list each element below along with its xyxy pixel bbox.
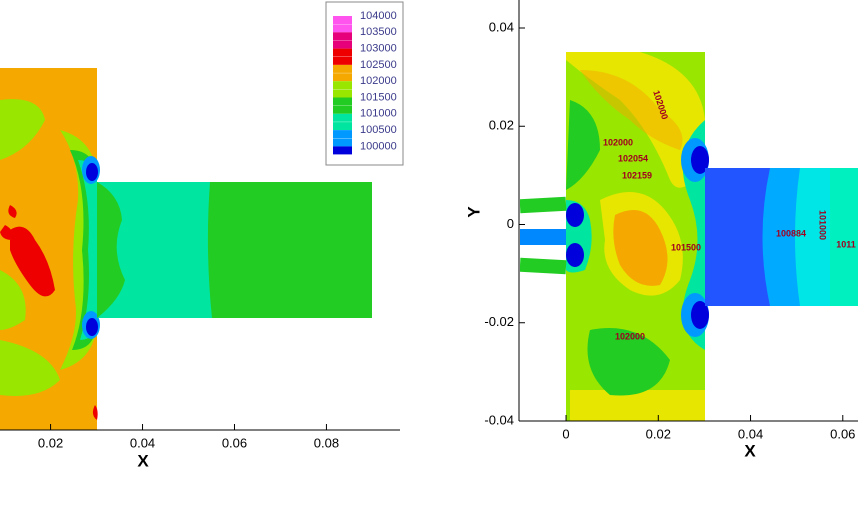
- contour-label: 102159: [622, 170, 652, 180]
- legend-swatch: [333, 8, 352, 16]
- contour-label: 100884: [776, 228, 806, 238]
- legend-label: 103500: [360, 26, 397, 38]
- contour-label: 101000: [818, 210, 828, 240]
- legend-swatch: [333, 64, 352, 73]
- y-tick-label: 0.02: [489, 118, 514, 133]
- y-axis-label: Y: [464, 206, 483, 218]
- legend-swatch: [333, 138, 352, 147]
- legend-swatch: [333, 105, 352, 114]
- legend-label: 102500: [360, 59, 397, 71]
- x-tick-label: 0.04: [130, 435, 155, 450]
- right-field: [520, 52, 858, 421]
- y-tick-label: 0: [507, 216, 514, 231]
- x-tick-label: 0.02: [38, 435, 63, 450]
- legend-swatch: [333, 24, 352, 33]
- contour-label: 1011: [836, 239, 856, 249]
- contour-label: 101500: [671, 242, 701, 252]
- legend: 104000 103500 103000 102500 102000 101500 1010…: [325, 1, 404, 166]
- x-tick-label: 0.04: [738, 426, 763, 441]
- legend-label: 101500: [360, 91, 397, 103]
- legend-swatch: [333, 122, 352, 131]
- x-tick-label: 0: [562, 426, 569, 441]
- legend-swatch: [333, 130, 352, 139]
- legend-label: 100500: [360, 124, 397, 136]
- legend-label: 100000: [360, 140, 397, 152]
- legend-swatch: [333, 113, 352, 122]
- y-tick-label: -0.04: [484, 412, 514, 427]
- legend-label: 101000: [360, 108, 397, 120]
- y-tick-label: -0.02: [484, 314, 514, 329]
- legend-swatch: [333, 56, 352, 65]
- contour-label: 102054: [618, 153, 648, 163]
- x-tick-label: 0.06: [222, 435, 247, 450]
- y-tick-label: 0.04: [489, 19, 514, 34]
- legend-swatch: [333, 48, 352, 57]
- x-axis-label: X: [744, 441, 756, 460]
- legend-swatch: [333, 16, 352, 24]
- contour-label: 102000: [615, 331, 645, 341]
- legend-swatch: [333, 146, 352, 155]
- legend-label: 103000: [360, 43, 397, 55]
- contour-label: 102000: [603, 137, 633, 147]
- legend-label: 104000: [360, 10, 397, 22]
- legend-swatch: [333, 32, 352, 41]
- x-tick-label: 0.06: [830, 426, 855, 441]
- legend-swatch: [333, 40, 352, 49]
- left-field: [0, 68, 372, 430]
- legend-swatch: [333, 97, 352, 106]
- legend-swatch: [333, 81, 352, 90]
- x-tick-label: 0.02: [646, 426, 671, 441]
- x-tick-label: 0.08: [314, 435, 339, 450]
- legend-swatch: [333, 73, 352, 82]
- x-axis-label: X: [137, 451, 149, 470]
- legend-label: 102000: [360, 75, 397, 87]
- legend-swatch: [333, 89, 352, 98]
